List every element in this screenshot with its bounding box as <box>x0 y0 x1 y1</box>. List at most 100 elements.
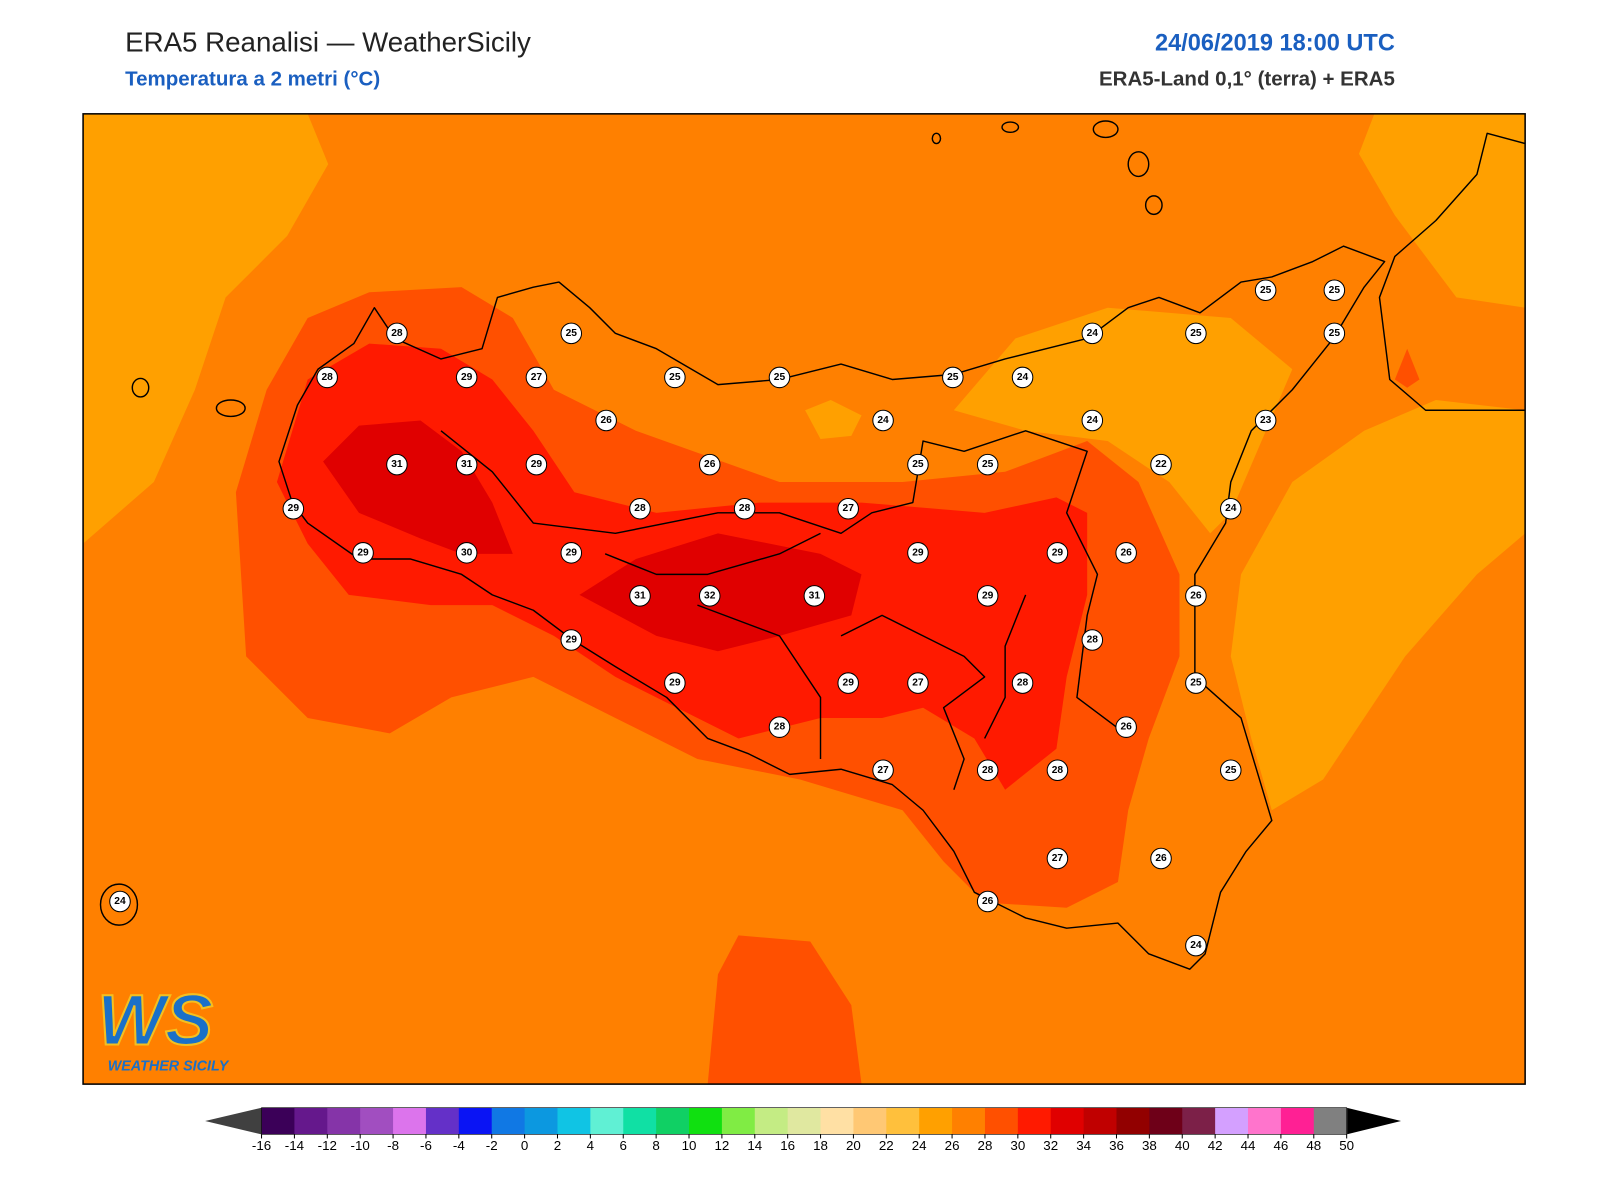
colorbar-tick-label: 32 <box>1043 1138 1058 1153</box>
colorbar-tick-label: 16 <box>780 1138 795 1153</box>
colorbar-band <box>853 1107 887 1135</box>
station-value: 26 <box>600 415 612 426</box>
colorbar-band <box>623 1107 657 1135</box>
colorbar-frame <box>261 1107 1347 1135</box>
station-value: 24 <box>1190 940 1202 951</box>
colorbar-band <box>590 1107 624 1135</box>
colorbar-band <box>491 1107 526 1135</box>
station: 31 <box>629 585 651 607</box>
station-marker <box>872 409 894 432</box>
station: 25 <box>664 366 686 389</box>
station-marker <box>733 497 756 520</box>
station-marker <box>907 453 929 476</box>
station-value: 26 <box>704 459 716 470</box>
colorbar-band <box>1116 1107 1150 1135</box>
colorbar-band <box>294 1107 328 1135</box>
colorbar-band <box>689 1107 723 1135</box>
station: 23 <box>1254 409 1277 432</box>
station-marker <box>907 542 929 564</box>
station: 28 <box>1081 629 1104 651</box>
station-marker <box>1046 759 1069 782</box>
colorbar-tick-label: 36 <box>1109 1138 1124 1153</box>
station: 26 <box>1115 542 1137 564</box>
colorbar-tick-label: -16 <box>252 1138 271 1153</box>
station: 28 <box>733 497 756 520</box>
station-marker <box>1254 279 1277 302</box>
station: 29 <box>455 366 478 389</box>
station: 25 <box>1220 759 1242 782</box>
station-value: 28 <box>1052 765 1064 776</box>
colorbar-tick-label: 44 <box>1241 1138 1256 1153</box>
colorbar-band <box>327 1107 361 1135</box>
station-marker <box>455 453 478 476</box>
station-marker <box>837 672 859 694</box>
colorbar-band <box>1182 1107 1216 1135</box>
colorbar-band <box>754 1107 789 1135</box>
station: 31 <box>803 585 826 607</box>
station: 26 <box>1115 716 1137 738</box>
colorbar-band <box>393 1107 427 1135</box>
station-value: 31 <box>461 459 473 470</box>
colorbar-tick-label: 18 <box>813 1138 828 1153</box>
colorbar-tick-label: 0 <box>521 1138 528 1153</box>
station-marker <box>560 629 583 651</box>
colorbar-tick-label: 42 <box>1208 1138 1223 1153</box>
colorbar-tick-label: 28 <box>978 1138 993 1153</box>
station: 24 <box>1220 497 1242 520</box>
station-value: 29 <box>669 678 681 689</box>
station-value: 29 <box>982 590 994 601</box>
colorbar-tick-label: 34 <box>1076 1138 1091 1153</box>
station-marker <box>109 890 131 913</box>
station-value: 24 <box>1087 328 1099 339</box>
colorbar-band <box>984 1107 1019 1135</box>
station-value: 25 <box>1260 285 1272 296</box>
station-value: 27 <box>531 372 543 383</box>
station-marker <box>1220 759 1242 782</box>
colorbar-band <box>787 1107 822 1135</box>
station-value: 26 <box>1120 547 1132 558</box>
station: 24 <box>872 409 894 432</box>
colorbar-tick-label: 46 <box>1273 1138 1288 1153</box>
colorbar-over <box>1346 1107 1402 1135</box>
station: 27 <box>525 366 548 389</box>
colorbar-tick-label: -12 <box>318 1138 337 1153</box>
station-marker <box>664 366 686 389</box>
station-marker <box>1323 322 1346 345</box>
station: 25 <box>1185 322 1207 345</box>
station: 29 <box>837 672 859 694</box>
colorbar-band <box>656 1107 690 1135</box>
station: 29 <box>907 542 929 564</box>
station-marker <box>1046 542 1069 564</box>
stations: 28 25 28 29 27 25 25 26 24 25 24 24 25 25 25 25 24 23 31 31… <box>109 279 1346 957</box>
colorbar-tick-label: -14 <box>285 1138 305 1153</box>
station-value: 31 <box>809 590 821 601</box>
station: 22 <box>1150 453 1172 476</box>
station: 25 <box>1185 672 1207 694</box>
station: 26 <box>698 453 721 476</box>
coastlines <box>99 120 1526 970</box>
station-value: 23 <box>1260 415 1272 426</box>
station-marker <box>455 366 478 389</box>
colorbar-band <box>1215 1107 1249 1135</box>
colorbar-tick-label: -6 <box>420 1138 432 1153</box>
station-value: 26 <box>1190 590 1202 601</box>
station-value: 24 <box>877 415 889 426</box>
station: 29 <box>282 497 305 520</box>
station-marker <box>352 542 374 564</box>
station-marker <box>525 366 548 389</box>
colorbar-band <box>1050 1107 1085 1135</box>
station-marker <box>976 585 999 607</box>
station-value: 31 <box>634 590 646 601</box>
colorbar-tick-label: 4 <box>587 1138 595 1153</box>
logo: WS WEATHER SICILY <box>96 980 229 1075</box>
station-value: 22 <box>1155 459 1167 470</box>
station-value: 28 <box>634 503 646 514</box>
station-value: 24 <box>1087 415 1099 426</box>
station-value: 29 <box>843 678 855 689</box>
station-marker <box>386 453 408 476</box>
station-marker <box>664 672 686 694</box>
colorbar-band <box>261 1107 295 1135</box>
station: 32 <box>698 585 721 607</box>
station: 28 <box>386 322 408 345</box>
station: 29 <box>1046 542 1069 564</box>
